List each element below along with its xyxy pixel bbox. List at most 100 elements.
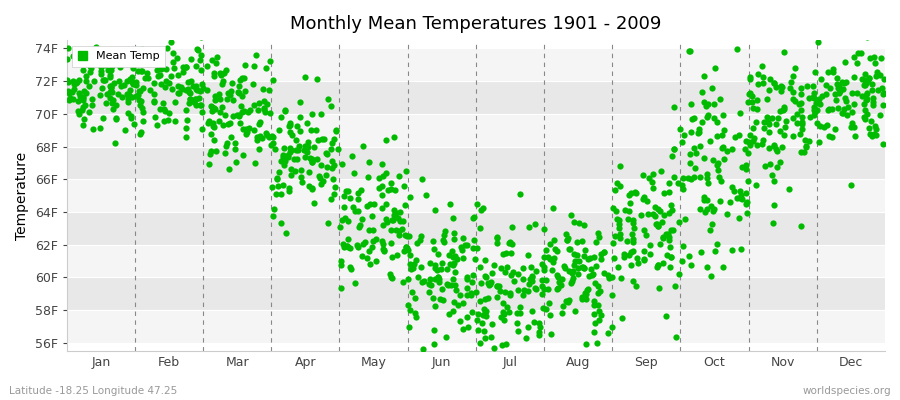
Point	[613, 230, 627, 237]
Point	[876, 102, 890, 108]
Point	[481, 295, 495, 301]
Point	[364, 213, 379, 220]
Point	[559, 231, 573, 238]
Point	[164, 39, 178, 46]
Point	[104, 67, 118, 73]
Point	[799, 83, 814, 89]
Point	[740, 199, 754, 206]
Point	[693, 174, 707, 181]
Point	[351, 208, 365, 214]
Point	[135, 46, 149, 52]
Point	[761, 87, 776, 93]
Point	[512, 304, 526, 310]
Point	[715, 132, 729, 138]
Point	[430, 267, 445, 273]
Point	[532, 329, 546, 335]
Point	[673, 126, 688, 132]
Point	[266, 213, 281, 219]
Point	[392, 173, 406, 179]
Point	[594, 256, 608, 262]
Point	[472, 264, 487, 270]
Point	[645, 170, 660, 177]
Point	[388, 187, 402, 194]
Point	[570, 238, 584, 245]
Point	[96, 115, 111, 121]
Point	[503, 289, 517, 296]
Point	[242, 106, 256, 113]
Point	[126, 65, 140, 71]
Point	[257, 98, 272, 104]
Point	[806, 107, 821, 113]
Point	[537, 266, 552, 273]
Point	[431, 250, 446, 257]
Point	[136, 117, 150, 124]
Point	[685, 116, 699, 122]
Point	[153, 71, 167, 78]
Point	[797, 136, 812, 143]
Point	[741, 178, 755, 184]
Point	[495, 342, 509, 348]
Point	[283, 122, 297, 128]
Point	[835, 79, 850, 85]
Point	[235, 75, 249, 81]
Point	[188, 96, 202, 102]
Point	[681, 175, 696, 182]
Point	[86, 77, 101, 84]
Point	[363, 261, 377, 268]
Point	[565, 268, 580, 275]
Point	[501, 240, 516, 246]
Point	[451, 302, 465, 308]
Point	[543, 241, 557, 247]
Point	[767, 142, 781, 149]
Point	[341, 235, 356, 242]
Point	[717, 127, 732, 134]
Point	[108, 140, 122, 146]
Point	[783, 85, 797, 92]
Point	[442, 251, 456, 258]
Point	[733, 109, 747, 116]
Point	[629, 190, 643, 197]
Point	[589, 263, 603, 269]
Point	[692, 128, 706, 135]
Point	[362, 159, 376, 165]
Point	[216, 78, 230, 84]
Point	[806, 90, 821, 97]
Point	[436, 236, 450, 243]
Point	[755, 141, 770, 147]
Point	[734, 192, 748, 198]
Point	[497, 317, 511, 324]
Point	[305, 186, 320, 192]
Point	[423, 260, 437, 266]
Point	[341, 244, 356, 250]
Point	[81, 109, 95, 115]
Point	[557, 263, 572, 270]
Point	[527, 221, 542, 228]
Point	[525, 274, 539, 280]
Point	[200, 63, 214, 70]
Point	[320, 220, 335, 226]
Point	[477, 306, 491, 312]
Point	[292, 128, 307, 134]
Point	[786, 88, 800, 95]
Point	[587, 328, 601, 335]
Point	[580, 287, 595, 293]
Point	[663, 226, 678, 233]
Point	[158, 78, 173, 84]
Point	[446, 308, 460, 314]
Point	[663, 264, 678, 270]
Point	[447, 252, 462, 259]
Point	[374, 205, 389, 212]
Point	[539, 306, 554, 312]
Point	[693, 206, 707, 212]
Point	[714, 178, 728, 184]
Point	[788, 65, 802, 71]
Point	[626, 248, 640, 254]
Point	[193, 57, 207, 64]
Point	[512, 309, 526, 316]
Point	[356, 241, 370, 248]
Point	[836, 106, 850, 112]
Point	[531, 320, 545, 326]
Point	[336, 241, 350, 248]
Point	[536, 254, 551, 260]
Point	[625, 230, 639, 237]
